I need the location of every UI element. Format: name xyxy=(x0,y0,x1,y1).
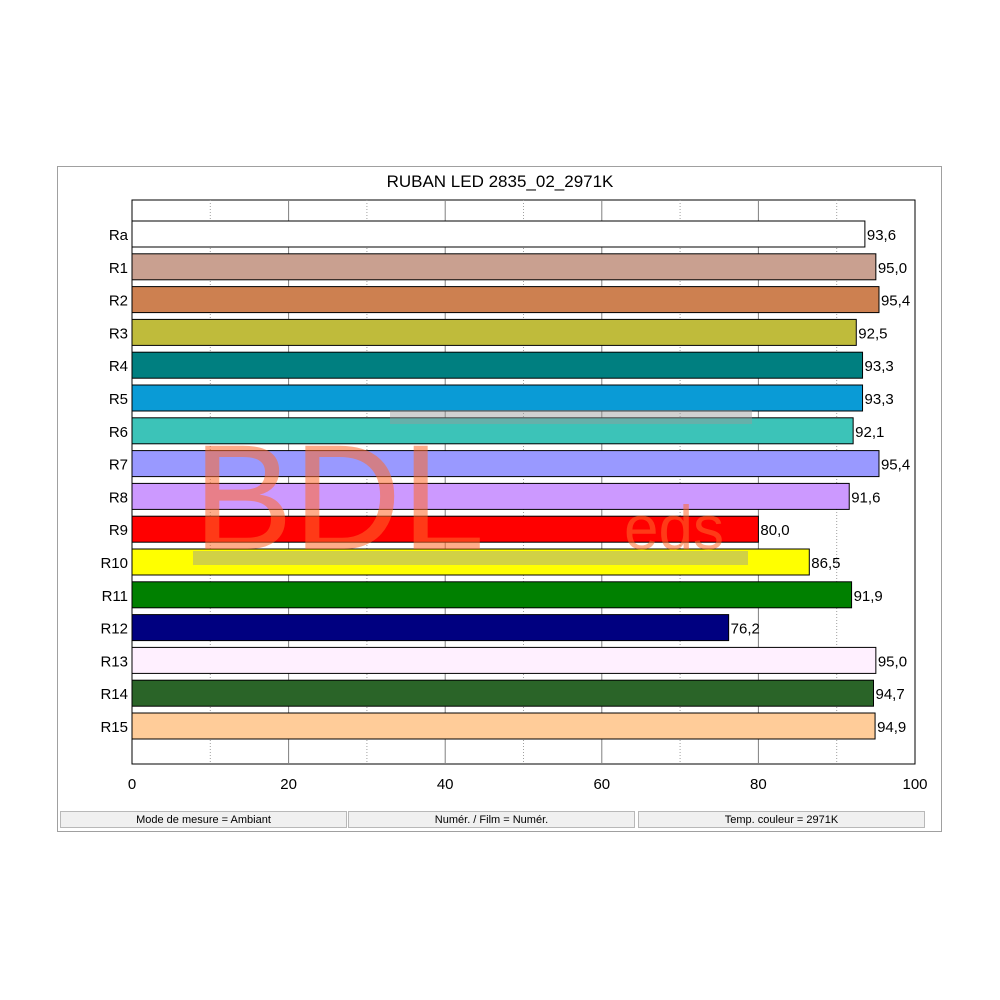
value-label-r10: 86,5 xyxy=(811,555,840,572)
value-label-r1: 95,0 xyxy=(878,260,907,277)
bar-r9 xyxy=(131,515,759,543)
category-label-r8: R8 xyxy=(109,489,128,506)
bar-chart: RUBAN LED 2835_02_2971K 93,6 95,0 95,4 92,5… xyxy=(100,172,928,793)
x-tick-label-60: 60 xyxy=(593,776,610,793)
bar-r1 xyxy=(131,253,877,281)
value-label-r9: 80,0 xyxy=(760,522,789,539)
status-color-temp: Temp. couleur = 2971K xyxy=(638,811,925,828)
bar-r10 xyxy=(131,548,810,576)
value-label-r2: 95,4 xyxy=(881,293,910,310)
value-label-r14: 94,7 xyxy=(876,686,905,703)
watermark-bar-top xyxy=(390,410,752,424)
category-label-r7: R7 xyxy=(109,457,128,474)
status-num-film: Numér. / Film = Numér. xyxy=(348,811,635,828)
category-label-r6: R6 xyxy=(109,424,128,441)
category-label-r4: R4 xyxy=(109,358,128,375)
watermark-logo: BDL eds xyxy=(193,410,752,581)
category-label-r14: R14 xyxy=(100,686,128,703)
watermark-bar-bottom xyxy=(193,551,748,565)
value-label-r3: 92,5 xyxy=(858,325,887,342)
value-label-ra: 93,6 xyxy=(867,227,896,244)
value-label-r15: 94,9 xyxy=(877,719,906,736)
category-label-r5: R5 xyxy=(109,391,128,408)
category-label-r15: R15 xyxy=(100,719,128,736)
x-tick-label-20: 20 xyxy=(280,776,297,793)
bar-r4 xyxy=(131,351,864,379)
category-label-r2: R2 xyxy=(109,293,128,310)
x-axis: 0 20 40 60 80 100 xyxy=(128,776,928,793)
category-label-r13: R13 xyxy=(100,653,128,670)
value-label-r6: 92,1 xyxy=(855,424,884,441)
bar-ra xyxy=(131,220,866,248)
value-label-r8: 91,6 xyxy=(851,489,880,506)
bar-r11 xyxy=(131,581,853,609)
chart-window: RUBAN LED 2835_02_2971K 93,6 95,0 95,4 92,5… xyxy=(57,166,942,832)
status-measure-mode: Mode de mesure = Ambiant xyxy=(60,811,347,828)
category-label-r3: R3 xyxy=(109,325,128,342)
bar-r12 xyxy=(131,614,730,642)
watermark-text-big: BDL xyxy=(193,413,485,581)
bar-r2 xyxy=(131,286,880,314)
bar-r8 xyxy=(131,482,850,510)
bar-r5 xyxy=(131,384,864,412)
bar-r15 xyxy=(131,712,876,740)
bar-r7 xyxy=(131,450,880,478)
category-label-r11: R11 xyxy=(102,588,128,605)
bars: 93,695,095,492,593,393,392,195,491,680,0… xyxy=(131,220,910,740)
value-label-r5: 93,3 xyxy=(865,391,894,408)
x-tick-label-40: 40 xyxy=(437,776,454,793)
category-label-r1: R1 xyxy=(109,260,128,277)
value-label-r4: 93,3 xyxy=(865,358,894,375)
category-label-r12: R12 xyxy=(100,621,128,638)
x-tick-label-0: 0 xyxy=(128,776,136,793)
value-label-r12: 76,2 xyxy=(731,621,760,638)
value-label-r7: 95,4 xyxy=(881,457,910,474)
category-label-r9: R9 xyxy=(109,522,128,539)
status-bar: Mode de mesure = Ambiant Numér. / Film =… xyxy=(58,810,941,831)
x-tick-label-100: 100 xyxy=(902,776,927,793)
watermark-text-small: eds xyxy=(624,494,724,563)
bar-r13 xyxy=(131,646,877,674)
x-tick-label-80: 80 xyxy=(750,776,767,793)
bar-r3 xyxy=(131,318,857,346)
value-label-r11: 91,9 xyxy=(854,588,883,605)
bar-r6 xyxy=(131,417,854,445)
category-label-ra: Ra xyxy=(109,227,129,244)
chart-title: RUBAN LED 2835_02_2971K xyxy=(387,172,614,191)
bar-r14 xyxy=(131,679,875,707)
category-labels: Ra R1 R2 R3 R4 R5 R6 R7 R8 R9 R10 R11 R12 R13 R14 R15 xyxy=(100,227,128,736)
value-label-r13: 95,0 xyxy=(878,653,907,670)
category-label-r10: R10 xyxy=(100,555,128,572)
